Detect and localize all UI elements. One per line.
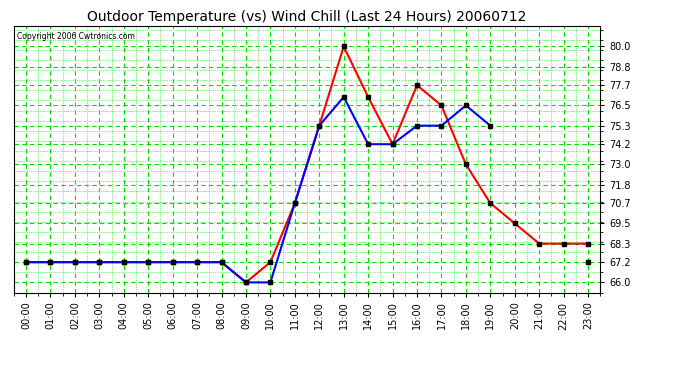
Title: Outdoor Temperature (vs) Wind Chill (Last 24 Hours) 20060712: Outdoor Temperature (vs) Wind Chill (Las… <box>88 10 526 24</box>
Text: Copyright 2006 Cwtronics.com: Copyright 2006 Cwtronics.com <box>17 32 135 40</box>
